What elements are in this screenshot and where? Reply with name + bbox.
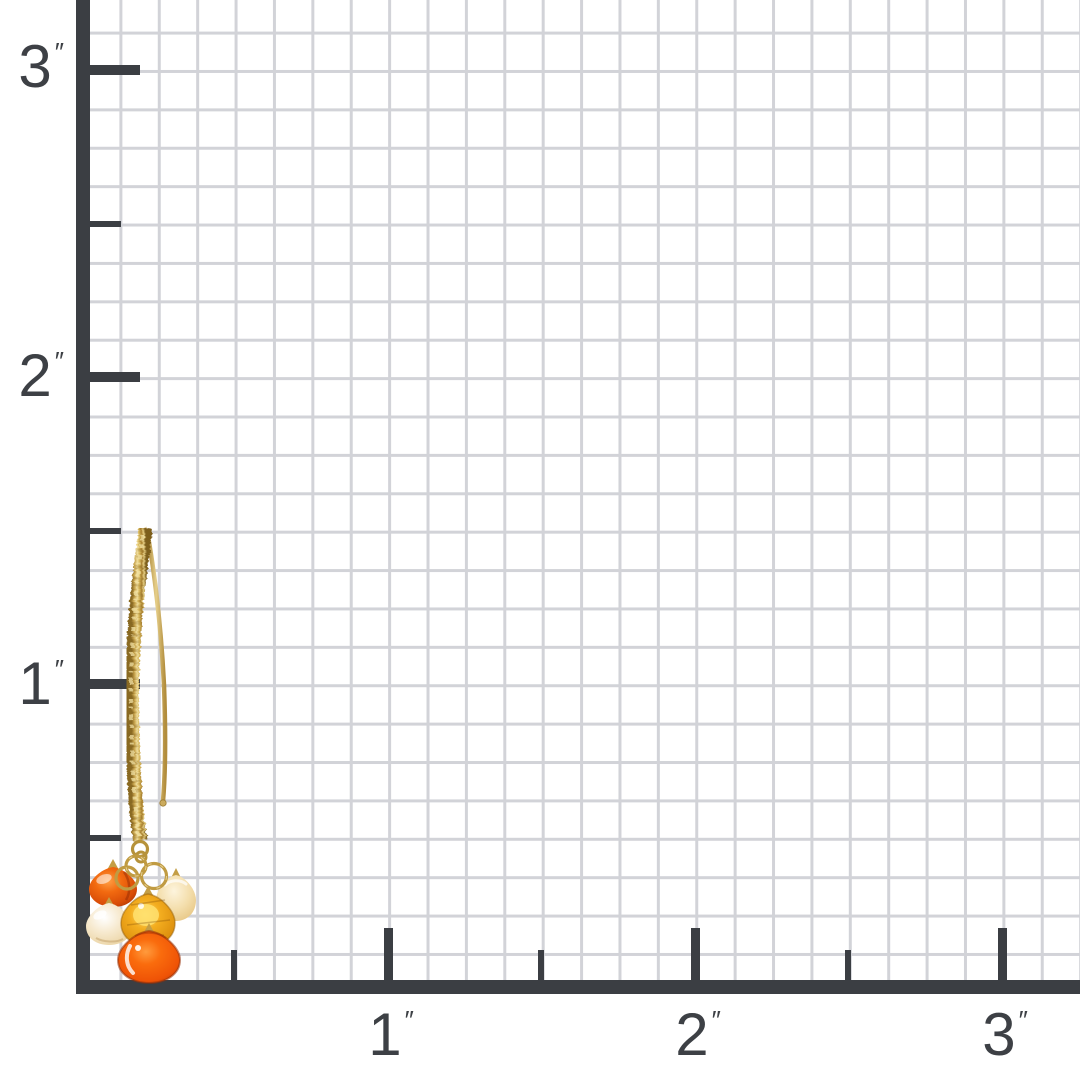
- y-tick-1-5in: [84, 528, 121, 534]
- amber-bead-center: [120, 886, 176, 947]
- y-axis-label-3in: 3 ″: [0, 34, 66, 111]
- x-tick-2-5in: [845, 950, 851, 982]
- champagne-bead-left: [86, 897, 132, 945]
- x-axis-label-2in: 2 ″: [654, 1002, 744, 1079]
- inch-mark: ″: [711, 1005, 723, 1035]
- x-label-3-value: 3: [982, 1001, 1016, 1068]
- measurement-grid: [81, 0, 1080, 981]
- y-label-2-value: 2: [18, 342, 52, 409]
- y-tick-2in: [84, 372, 140, 382]
- x-tick-0-5in: [231, 950, 237, 982]
- inch-mark: ″: [404, 1005, 416, 1035]
- y-label-1-value: 1: [18, 650, 52, 717]
- x-tick-2in: [691, 928, 700, 982]
- horizontal-ruler-axis: [76, 980, 1080, 994]
- x-axis-label-3in: 3 ″: [961, 1002, 1051, 1079]
- y-tick-2-5in: [84, 221, 121, 227]
- inch-mark: ″: [54, 37, 66, 67]
- ear-wire-back: [144, 528, 168, 807]
- inch-mark: ″: [1018, 1005, 1030, 1035]
- x-tick-3in: [998, 928, 1007, 982]
- vertical-ruler-axis: [76, 0, 90, 994]
- x-tick-1-5in: [538, 950, 544, 982]
- cluster-jump-rings: [114, 854, 169, 891]
- x-axis-label-1in: 1 ″: [347, 1002, 437, 1079]
- hammered-gold-bar: [124, 526, 153, 842]
- y-label-3-value: 3: [18, 33, 52, 100]
- connector-loops: [130, 839, 150, 864]
- x-tick-1in: [384, 928, 393, 982]
- inch-mark: ″: [54, 654, 66, 684]
- x-label-2-value: 2: [675, 1001, 709, 1068]
- inch-mark: ″: [54, 346, 66, 376]
- x-label-1-value: 1: [368, 1001, 402, 1068]
- y-tick-3in: [84, 65, 140, 75]
- y-tick-1in: [84, 679, 140, 689]
- y-axis-label-2in: 2 ″: [0, 343, 66, 420]
- orange-bead-top: [89, 859, 137, 907]
- y-axis-label-1in: 1 ″: [0, 651, 66, 728]
- orange-bead-bottom: [116, 923, 182, 985]
- y-tick-0-5in: [84, 835, 121, 841]
